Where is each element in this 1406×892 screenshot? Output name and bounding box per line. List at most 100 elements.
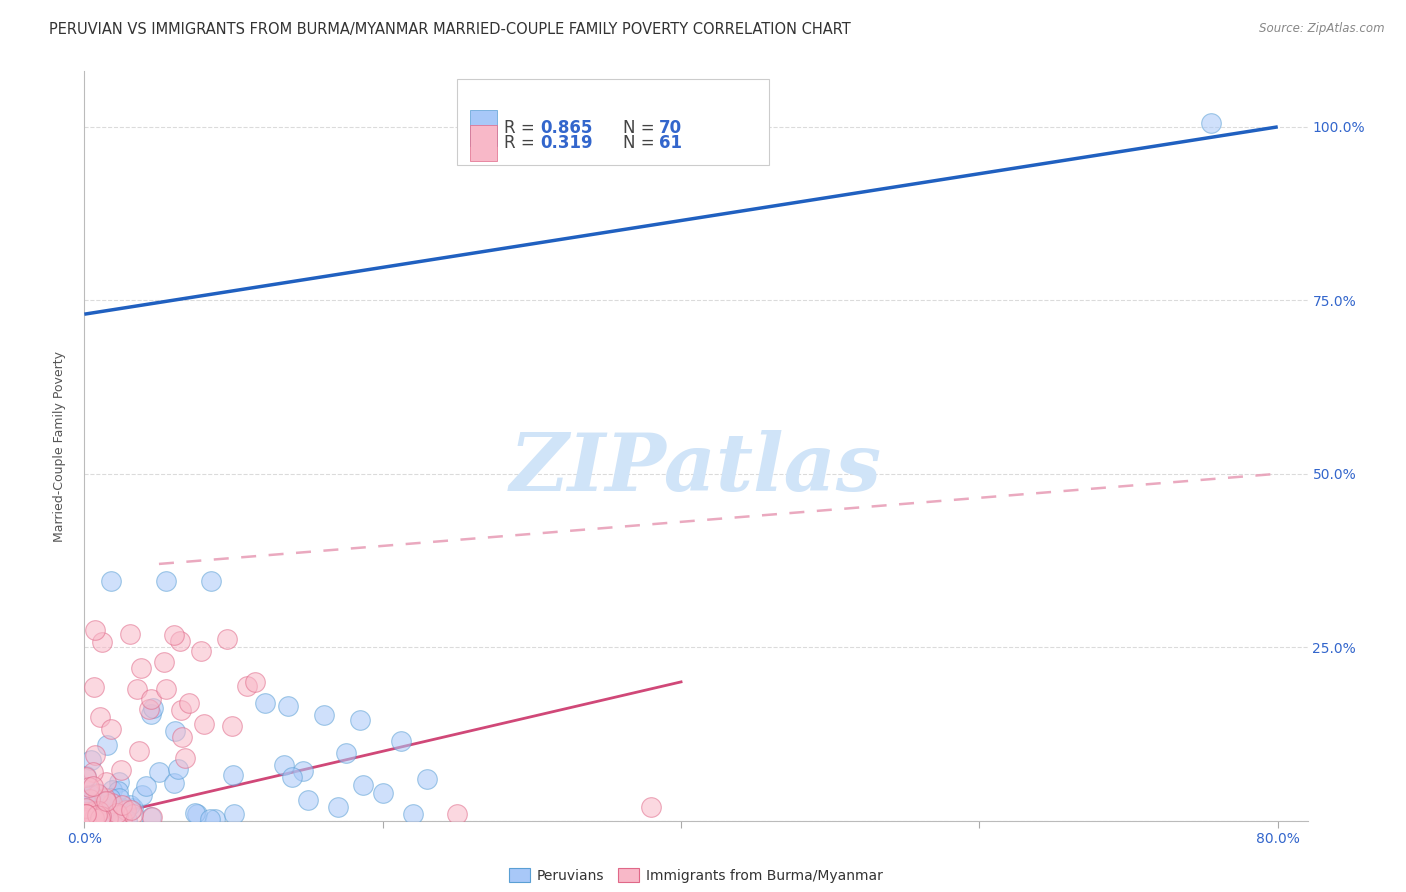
Point bbox=[108, 800, 131, 814]
Point bbox=[105, 805, 128, 820]
Point bbox=[87, 797, 110, 811]
Point bbox=[80, 806, 103, 821]
Text: N =: N = bbox=[623, 119, 659, 136]
Point bbox=[83, 623, 105, 637]
Point bbox=[167, 762, 190, 776]
Point bbox=[111, 798, 134, 813]
Point bbox=[108, 791, 131, 805]
Text: ZIPatlas: ZIPatlas bbox=[510, 430, 882, 508]
Point bbox=[101, 796, 124, 810]
Point bbox=[100, 813, 122, 827]
Point bbox=[163, 776, 186, 790]
Point bbox=[416, 772, 439, 786]
Point bbox=[80, 807, 103, 822]
Point bbox=[76, 805, 98, 820]
Point bbox=[101, 783, 124, 797]
Point bbox=[82, 813, 104, 827]
Point bbox=[120, 797, 142, 812]
Point bbox=[107, 800, 129, 814]
Point bbox=[120, 803, 142, 817]
Text: 70: 70 bbox=[659, 119, 682, 136]
Point bbox=[82, 764, 104, 779]
Point bbox=[131, 788, 153, 802]
Point bbox=[84, 803, 107, 817]
Point bbox=[77, 780, 100, 794]
Point bbox=[79, 810, 101, 824]
Point bbox=[292, 764, 315, 778]
Point bbox=[170, 730, 193, 744]
Point bbox=[125, 681, 148, 696]
Point bbox=[335, 746, 357, 760]
Point bbox=[82, 810, 104, 824]
Point bbox=[107, 808, 129, 822]
Text: PERUVIAN VS IMMIGRANTS FROM BURMA/MYANMAR MARRIED-COUPLE FAMILY POVERTY CORRELAT: PERUVIAN VS IMMIGRANTS FROM BURMA/MYANMA… bbox=[49, 22, 851, 37]
Point bbox=[401, 806, 423, 821]
Point bbox=[115, 804, 138, 818]
Point bbox=[141, 692, 163, 706]
Point bbox=[86, 785, 108, 799]
Point bbox=[100, 722, 122, 736]
Point bbox=[352, 779, 374, 793]
Point bbox=[314, 707, 336, 722]
Point bbox=[94, 807, 117, 822]
Point bbox=[97, 811, 120, 825]
Point bbox=[198, 812, 221, 826]
Point bbox=[141, 810, 163, 824]
Point bbox=[204, 812, 226, 826]
Point bbox=[82, 779, 104, 793]
Point bbox=[153, 655, 176, 669]
Y-axis label: Married-Couple Family Poverty: Married-Couple Family Poverty bbox=[53, 351, 66, 541]
Point bbox=[243, 674, 266, 689]
Point bbox=[100, 574, 122, 589]
Point bbox=[94, 774, 117, 789]
Point bbox=[297, 793, 319, 807]
Text: 0.865: 0.865 bbox=[541, 119, 593, 136]
Point bbox=[83, 680, 105, 694]
Point bbox=[75, 801, 97, 815]
Point bbox=[75, 792, 97, 806]
Point bbox=[75, 807, 97, 822]
Point bbox=[87, 804, 110, 818]
Point bbox=[96, 739, 118, 753]
Point bbox=[215, 632, 238, 646]
Point bbox=[281, 770, 304, 784]
Point bbox=[75, 769, 97, 783]
Point bbox=[129, 661, 152, 675]
Point bbox=[84, 748, 107, 763]
Point bbox=[170, 703, 193, 717]
Point bbox=[200, 574, 222, 589]
Point bbox=[155, 574, 177, 589]
Point bbox=[186, 807, 208, 822]
Point bbox=[139, 810, 162, 824]
Point bbox=[326, 799, 349, 814]
Point bbox=[110, 763, 132, 777]
Point bbox=[169, 634, 191, 648]
Point bbox=[83, 811, 105, 825]
FancyBboxPatch shape bbox=[470, 125, 496, 161]
Point bbox=[83, 804, 105, 818]
Point bbox=[77, 806, 100, 821]
Point bbox=[138, 702, 160, 716]
Point bbox=[107, 784, 129, 798]
Point bbox=[98, 791, 121, 805]
Point bbox=[273, 757, 295, 772]
Point bbox=[128, 744, 150, 758]
Text: Source: ZipAtlas.com: Source: ZipAtlas.com bbox=[1260, 22, 1385, 36]
Point bbox=[640, 799, 662, 814]
Point bbox=[193, 716, 215, 731]
Point bbox=[184, 805, 207, 820]
Point bbox=[86, 808, 108, 822]
Point bbox=[79, 792, 101, 806]
Point bbox=[87, 808, 110, 822]
Point bbox=[91, 634, 114, 648]
Point bbox=[254, 696, 277, 710]
Point bbox=[87, 787, 110, 801]
Point bbox=[86, 808, 108, 822]
FancyBboxPatch shape bbox=[470, 110, 496, 145]
Point bbox=[190, 643, 212, 657]
Point bbox=[389, 733, 412, 747]
Text: R =: R = bbox=[503, 134, 540, 152]
Point bbox=[222, 768, 245, 782]
Text: R =: R = bbox=[503, 119, 540, 136]
Point bbox=[107, 774, 129, 789]
